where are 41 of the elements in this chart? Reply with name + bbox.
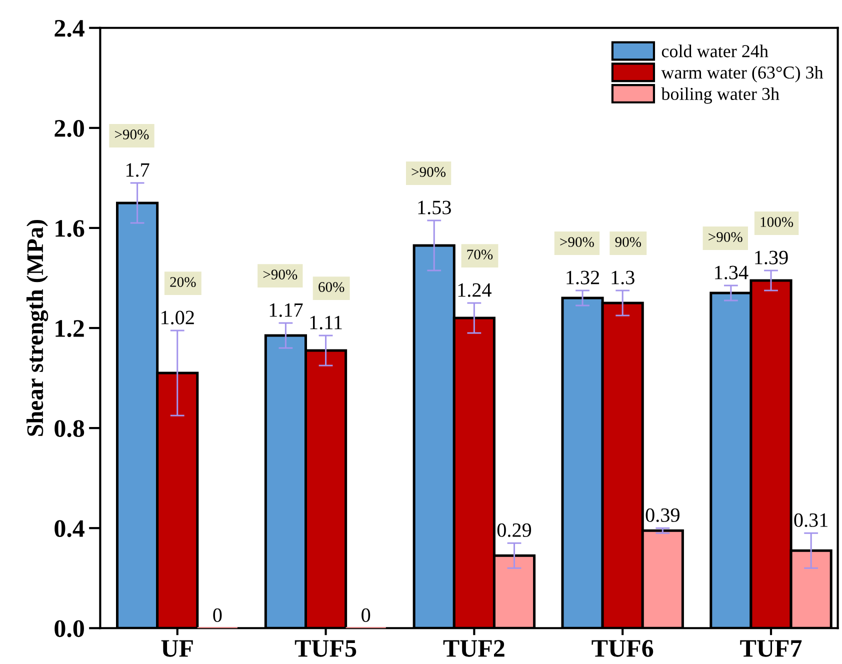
data-label: 1.53 xyxy=(418,200,451,214)
data-label: 1.7 xyxy=(126,163,150,177)
annotation: 70% xyxy=(467,250,493,260)
x-tick-label: TUF2 xyxy=(443,640,504,657)
y-tick-label: 1.6 xyxy=(56,220,84,238)
annotation: 100% xyxy=(760,217,794,227)
legend-label: boiling water 3h xyxy=(661,87,780,104)
annotation: >90% xyxy=(115,130,149,140)
data-label: 0 xyxy=(362,608,370,622)
y-tick-label: 2.4 xyxy=(54,20,84,37)
data-label: 1.34 xyxy=(715,266,748,280)
y-tick-label: 0.4 xyxy=(54,520,84,538)
x-tick-label: UF xyxy=(161,640,193,657)
legend-label: warm water (63°C) 3h xyxy=(661,66,824,82)
annotation: 60% xyxy=(318,282,344,292)
annotation: >90% xyxy=(412,167,446,177)
y-axis-title: Shear strength (MPa) xyxy=(26,220,48,436)
data-label: 0.31 xyxy=(794,513,828,528)
legend-label: cold water 24h xyxy=(662,44,768,58)
annotation: >90% xyxy=(560,237,594,247)
y-tick-label: 1.2 xyxy=(56,320,84,338)
data-label: 0.29 xyxy=(497,523,532,538)
data-label: 0 xyxy=(213,608,222,622)
data-label: 1.39 xyxy=(755,250,788,264)
data-label: 1.3 xyxy=(612,270,634,284)
annotation: >90% xyxy=(263,270,298,280)
x-tick-label: TUF6 xyxy=(592,640,654,657)
annotation: >90% xyxy=(708,232,742,242)
data-label: 1.11 xyxy=(310,316,342,330)
data-label: 0.39 xyxy=(646,508,680,522)
data-label: 1.17 xyxy=(270,303,303,317)
data-label: 1.32 xyxy=(566,270,600,284)
data-label: 1.02 xyxy=(162,310,194,324)
data-label: 1.24 xyxy=(458,283,492,297)
annotation: 90% xyxy=(615,237,642,247)
x-tick-label: TUF7 xyxy=(740,640,802,657)
x-tick-label: TUF5 xyxy=(294,640,356,657)
annotation: 20% xyxy=(170,277,196,287)
y-tick-label: 2.0 xyxy=(54,120,84,137)
y-tick-label: 0.0 xyxy=(54,620,84,638)
y-tick-label: 0.8 xyxy=(54,420,84,438)
